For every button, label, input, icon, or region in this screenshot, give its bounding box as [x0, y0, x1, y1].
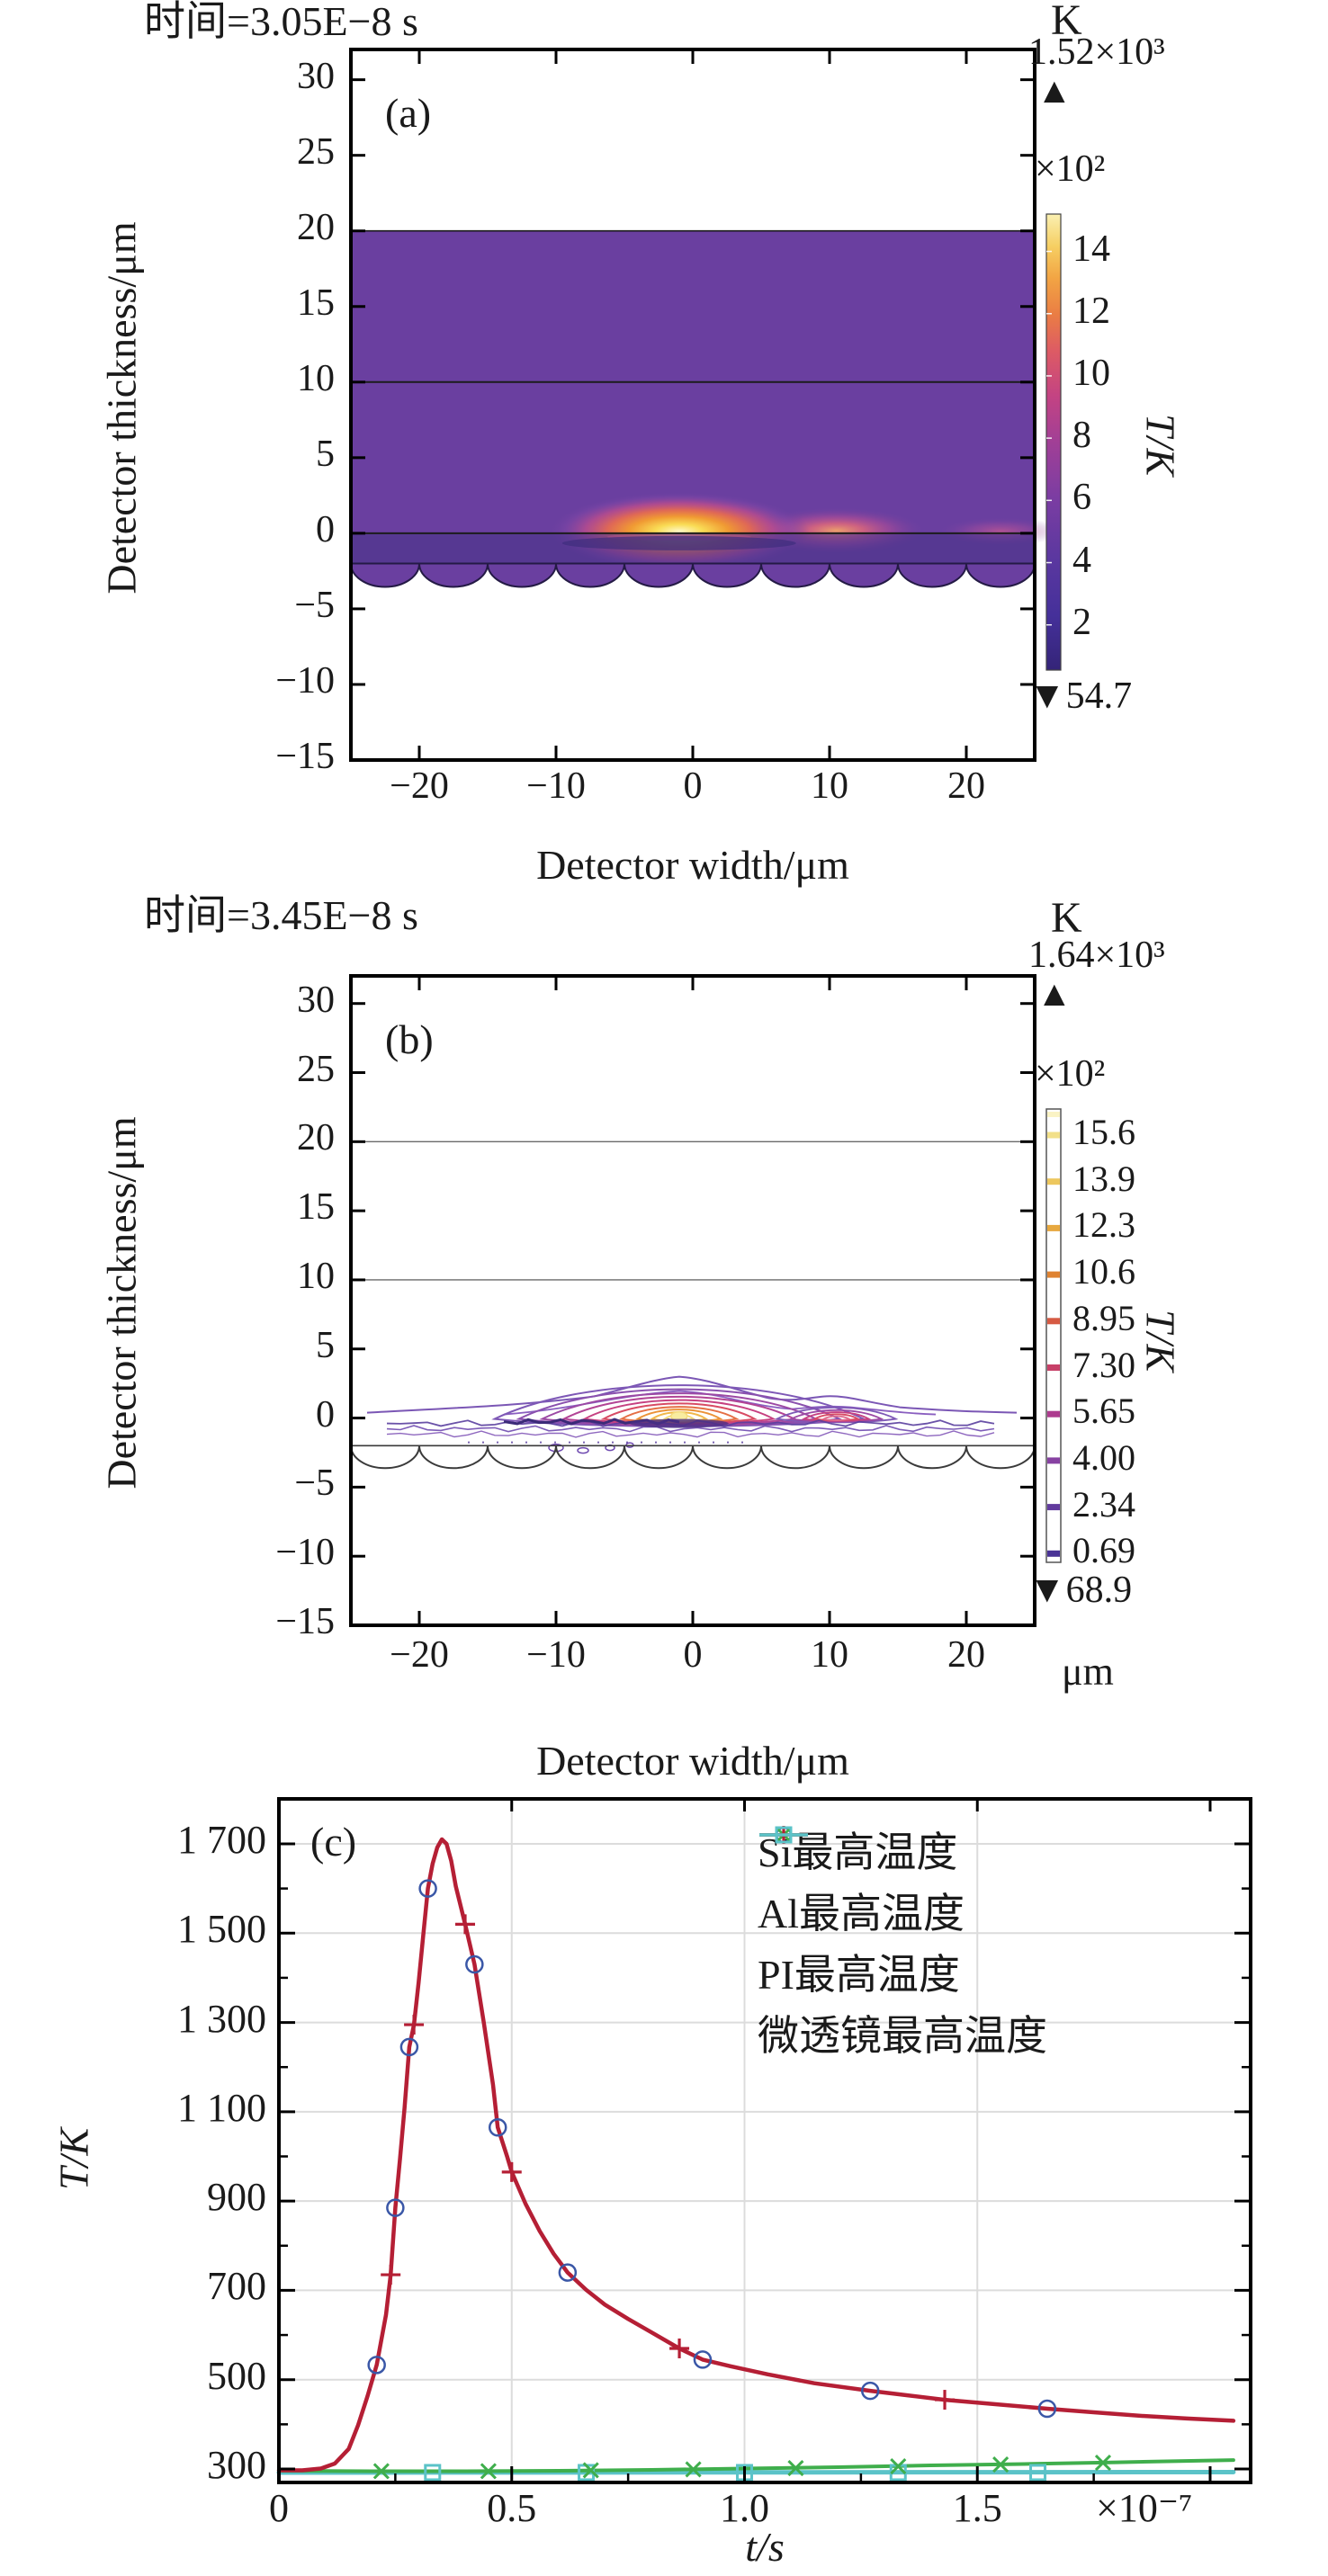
panel-b-y-tick-label: 30 — [297, 979, 335, 1021]
panel-b-y-axis-title: Detector thickness/μm — [98, 1116, 145, 1489]
panel-b-y-tick-label: 20 — [297, 1117, 335, 1159]
panel-b-x-axis-title: Detector width/μm — [536, 1738, 849, 1784]
panel-b-colorbar-tick-label: 2.34 — [1072, 1483, 1135, 1525]
panel-a-colorbar-scale: ×10² — [1035, 148, 1106, 190]
panel-c-y-tick-label: 1 500 — [177, 1907, 266, 1952]
panel-a-y-tick-label: 30 — [297, 55, 335, 97]
panel-a-colorbar-tick-label: 14 — [1072, 228, 1110, 270]
panel-b-x-tick-label: 10 — [811, 1634, 848, 1676]
panel-a-x-tick-label: −10 — [526, 765, 586, 807]
panel-a-colorbar-tick-label: 6 — [1072, 477, 1091, 519]
panel-c-y-tick-label: 700 — [207, 2264, 266, 2309]
panel-c-x-tick-label: 0.5 — [487, 2486, 537, 2530]
panel-a-colorbar-tick-label: 10 — [1072, 352, 1110, 394]
down-arrow-icon: ▼ — [1028, 675, 1066, 717]
legend-item: 微透镜最高温度 — [758, 1826, 1047, 2063]
panel-b-colorbar-tick-label: 4.00 — [1072, 1436, 1135, 1478]
panel-c-y-tick-label: 1 700 — [177, 1817, 266, 1862]
panel-a-label: (a) — [385, 90, 432, 136]
panel-b-label: (b) — [385, 1016, 434, 1062]
panel-a-colorbar-min: ▼54.7 — [1028, 675, 1133, 717]
legend-item-label: PI最高温度 — [758, 1952, 960, 1998]
legend-item: PI最高温度 — [758, 1826, 1047, 2002]
panel-b-colorbar-tick-label: 8.95 — [1072, 1297, 1135, 1338]
panel-b-colorbar-tick-label: 7.30 — [1072, 1344, 1135, 1385]
panel-b-colorbar-tick-label: 0.69 — [1072, 1530, 1135, 1571]
panel-c-x-tick-label: 1.0 — [720, 2486, 769, 2530]
panel-b-x-tick-label: 20 — [947, 1634, 985, 1676]
panel-a-colorbar-tick-label: 12 — [1072, 290, 1110, 332]
panel-a-colorbar-unit: K — [1051, 0, 1082, 44]
panel-a-colorbar-tick-label: 8 — [1072, 415, 1091, 457]
panel-a-y-axis-title: Detector thickness/μm — [98, 221, 145, 595]
panel-a-colorbar-max: 1.52×10³ — [1028, 31, 1165, 73]
panel-c-y-tick-label: 300 — [207, 2443, 266, 2487]
panel-b-x-tick-label: −10 — [526, 1634, 586, 1676]
panel-a-colorbar-tick-label: 4 — [1072, 539, 1091, 581]
panel-c-y-tick-label: 900 — [207, 2175, 266, 2220]
panel-a-x-tick-label: 10 — [811, 765, 848, 807]
panel-b-y-tick-label: 5 — [316, 1324, 335, 1366]
panel-c-label: (c) — [310, 1819, 357, 1865]
panel-b-x-axis-unit: μm — [1062, 1650, 1114, 1694]
panel-b-y-tick-label: −15 — [275, 1601, 335, 1642]
panel-a-x-tick-label: 0 — [683, 765, 703, 807]
panel-b-y-tick-label: 10 — [297, 1255, 335, 1297]
legend-item: Al最高温度 — [758, 1827, 1047, 1941]
panel-a-y-tick-label: 10 — [297, 357, 335, 399]
panel-a-y-tick-label: −5 — [294, 584, 335, 626]
panel-b-colorbar-scale: ×10² — [1035, 1053, 1106, 1095]
panel-c-y-tick-label: 1 300 — [177, 1996, 266, 2041]
panel-b-colorbar-tick-label: 13.9 — [1072, 1158, 1135, 1199]
panel-c-x-scale: ×10⁻⁷ — [1096, 2486, 1193, 2530]
panel-b-colorbar-tick-label: 5.65 — [1072, 1391, 1135, 1432]
panel-c-x-axis-title: t/s — [745, 2524, 785, 2570]
panel-b-y-tick-label: 0 — [316, 1393, 335, 1436]
panel-b-colorbar-tick-label: 12.3 — [1072, 1204, 1135, 1246]
panel-a-x-tick-label: 20 — [947, 765, 985, 807]
panel-b-colorbar-unit: K — [1051, 894, 1082, 942]
square-marker-icon — [759, 1826, 808, 1844]
panel-c-y-tick-label: 1 100 — [177, 2085, 266, 2130]
panel-a-y-tick-label: 0 — [316, 508, 335, 550]
legend: Si最高温度 Al最高温度 PI最高温度 微透镜最高温度 — [758, 1819, 1047, 2063]
panel-a-y-tick-label: 25 — [297, 130, 335, 173]
up-arrow-icon: ▲ — [1036, 70, 1072, 111]
panel-b-y-tick-label: −5 — [294, 1462, 335, 1505]
panel-c-y-axis-title: T/K — [50, 2127, 97, 2191]
panel-b-y-tick-label: −10 — [275, 1532, 335, 1574]
panel-b-y-tick-label: 25 — [297, 1048, 335, 1090]
panel-c-x-tick-label: 1.5 — [952, 2486, 1002, 2530]
panel-a-x-axis-title: Detector width/μm — [536, 842, 849, 888]
panel-a-y-tick-label: −15 — [275, 736, 335, 777]
panel-a-y-tick-label: 15 — [297, 282, 335, 324]
panel-b-colorbar-min: ▼68.9 — [1028, 1570, 1133, 1611]
panel-a-y-tick-label: 5 — [316, 433, 335, 475]
down-arrow-icon: ▼ — [1028, 1570, 1066, 1611]
panel-c-y-tick-label: 500 — [207, 2353, 266, 2398]
panel-c-x-tick-label: 0 — [269, 2486, 289, 2530]
legend-item-label: 微透镜最高温度 — [758, 2013, 1047, 2059]
panel-a-colorbar-tick-label: 2 — [1072, 601, 1091, 643]
panel-b-title: 时间=3.45E−8 s — [144, 892, 418, 938]
panel-a-x-tick-label: −20 — [390, 765, 449, 807]
panel-b-colorbar-tick-label: 15.6 — [1072, 1112, 1135, 1152]
panel-a-y-tick-label: −10 — [275, 659, 335, 702]
panel-b-colorbar-tick-label: 10.6 — [1072, 1251, 1135, 1292]
panel-b-colorbar-max: 1.64×10³ — [1028, 935, 1165, 976]
panel-a-y-tick-label: 20 — [297, 206, 335, 248]
up-arrow-icon: ▲ — [1036, 973, 1072, 1014]
panel-b-x-tick-label: −20 — [390, 1634, 449, 1676]
panel-b-x-tick-label: 0 — [683, 1634, 703, 1676]
panel-b-y-tick-label: 15 — [297, 1186, 335, 1229]
legend-item-label: Al最高温度 — [758, 1891, 965, 1936]
panel-a-title: 时间=3.05E−8 s — [144, 0, 418, 44]
